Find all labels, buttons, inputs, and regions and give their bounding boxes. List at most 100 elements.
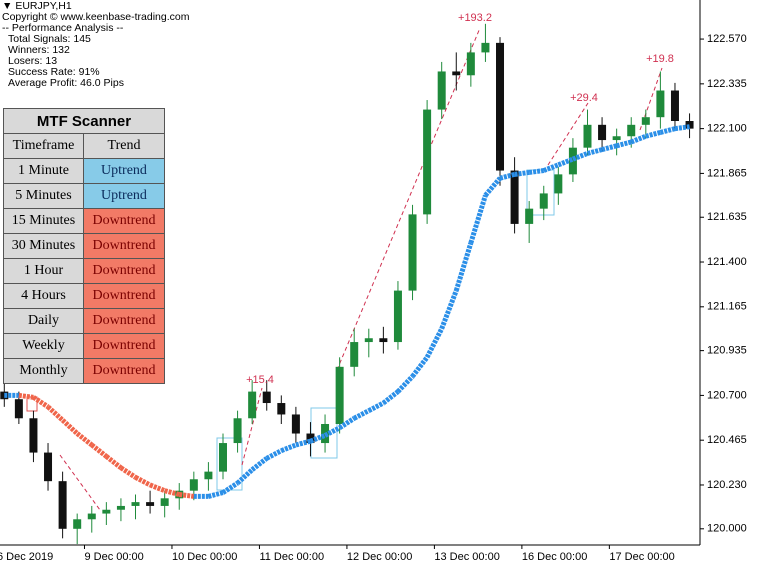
signal-profit: +15.4	[246, 374, 274, 386]
candle-body	[685, 121, 694, 129]
scanner-row: 1 Minute Uptrend	[3, 158, 165, 184]
info-line: Winners: 132	[8, 44, 70, 56]
ma-segment	[674, 124, 690, 132]
trend-ma	[4, 124, 690, 499]
candle-body	[248, 391, 257, 419]
signal-box	[310, 407, 338, 459]
info-panel: ▼ EURJPY,H1 Copyright © www.keenbase-tra…	[2, 1, 190, 89]
x-tick-label: 12 Dec 00:00	[347, 551, 412, 563]
ma-segment	[104, 454, 123, 470]
candle-body	[218, 443, 227, 472]
ma-segment	[381, 389, 400, 406]
candle-body	[466, 52, 475, 76]
candle-body	[627, 124, 636, 137]
scanner-row: Daily Downtrend	[3, 308, 165, 334]
y-tick-label: 122.335	[707, 78, 747, 90]
ma-segment	[659, 126, 676, 135]
signal-line	[547, 102, 589, 166]
y-tick-label: 122.100	[707, 123, 747, 135]
candle-body	[291, 414, 300, 434]
ma-segment	[280, 442, 297, 454]
ma-segment	[586, 147, 603, 156]
scanner-row: 5 Minutes Uptrend	[3, 183, 165, 209]
timeframe-cell: 30 Minutes	[3, 233, 84, 259]
candle-body	[393, 290, 402, 343]
candle-body	[189, 479, 198, 491]
ma-segment	[453, 242, 474, 292]
x-tick-label: 16 Dec 00:00	[522, 551, 587, 563]
ma-segment	[367, 400, 385, 413]
signal-line	[59, 454, 101, 511]
signal-profit: +193.2	[458, 12, 492, 24]
ma-segment	[542, 162, 560, 173]
trend-cell: Downtrend	[83, 283, 165, 309]
candle-body	[481, 42, 490, 53]
signal-line	[336, 27, 481, 371]
candle-body	[146, 502, 155, 506]
ma-segment	[149, 482, 166, 494]
ma-segment	[18, 392, 34, 400]
candle-body	[641, 117, 650, 125]
y-tick-label: 121.165	[707, 301, 747, 313]
scanner-title: MTF Scanner	[3, 108, 165, 134]
header-cell: Trend	[83, 133, 165, 159]
candle-body	[350, 342, 359, 367]
candle-body	[452, 71, 461, 76]
candle-body	[73, 519, 82, 529]
timeframe-cell: Monthly	[3, 358, 84, 384]
y-tick-label: 122.570	[707, 33, 747, 45]
trend-cell: Downtrend	[83, 233, 165, 259]
timeframe-cell: 15 Minutes	[3, 208, 84, 234]
x-tick-label: 17 Dec 00:00	[609, 551, 674, 563]
ma-segment	[75, 431, 94, 447]
info-line: Total Signals: 145	[8, 33, 91, 45]
ma-segment	[514, 169, 530, 177]
ma-segment	[353, 408, 370, 421]
ma-segment	[483, 176, 502, 197]
ma-segment	[178, 492, 195, 499]
timeframe-cell: 1 Minute	[3, 158, 84, 184]
candles	[0, 23, 694, 545]
info-line: Copyright © www.keenbase-trading.com	[2, 11, 190, 23]
ma-segment	[250, 456, 269, 472]
candle-body	[612, 136, 621, 141]
ma-segment	[235, 467, 254, 485]
candle-body	[364, 338, 373, 343]
candle-body	[598, 124, 607, 141]
ma-segment	[528, 168, 545, 175]
candle-body	[44, 452, 53, 482]
trend-cell: Downtrend	[83, 333, 165, 359]
candle-body	[277, 403, 286, 415]
candle-body	[306, 433, 315, 444]
ma-segment	[468, 194, 488, 244]
timeframe-cell: Daily	[3, 308, 84, 334]
signal-box	[526, 169, 555, 216]
candle-body	[656, 90, 665, 118]
scanner-row: Weekly Downtrend	[3, 333, 165, 359]
info-line: Average Profit: 46.0 Pips	[8, 77, 124, 89]
scanner-row: 4 Hours Downtrend	[3, 283, 165, 309]
x-tick-label: 11 Dec 00:00	[259, 551, 324, 563]
ma-segment	[499, 171, 516, 181]
trend-cell: Uptrend	[83, 158, 165, 184]
signal-profit: +29.4	[570, 92, 598, 104]
scanner-row: 15 Minutes Downtrend	[3, 208, 165, 234]
ma-segment	[410, 355, 430, 378]
candle-body	[379, 338, 388, 343]
candle-body	[408, 214, 417, 291]
signal-profit: +19.8	[646, 53, 674, 65]
ma-segment	[616, 139, 632, 149]
scanner-row: 30 Minutes Downtrend	[3, 233, 165, 259]
info-line: Success Rate: 91%	[8, 66, 100, 78]
ma-segment	[46, 404, 65, 423]
ma-segment	[134, 475, 152, 488]
y-tick-label: 120.700	[707, 389, 747, 401]
info-line: Losers: 13	[8, 55, 58, 67]
ma-segment	[557, 156, 574, 168]
timeframe-cell: 5 Minutes	[3, 183, 84, 209]
candle-body	[670, 90, 679, 122]
ma-segment	[338, 416, 356, 430]
ma-segment	[396, 374, 415, 394]
y-tick-label: 121.635	[707, 211, 747, 223]
